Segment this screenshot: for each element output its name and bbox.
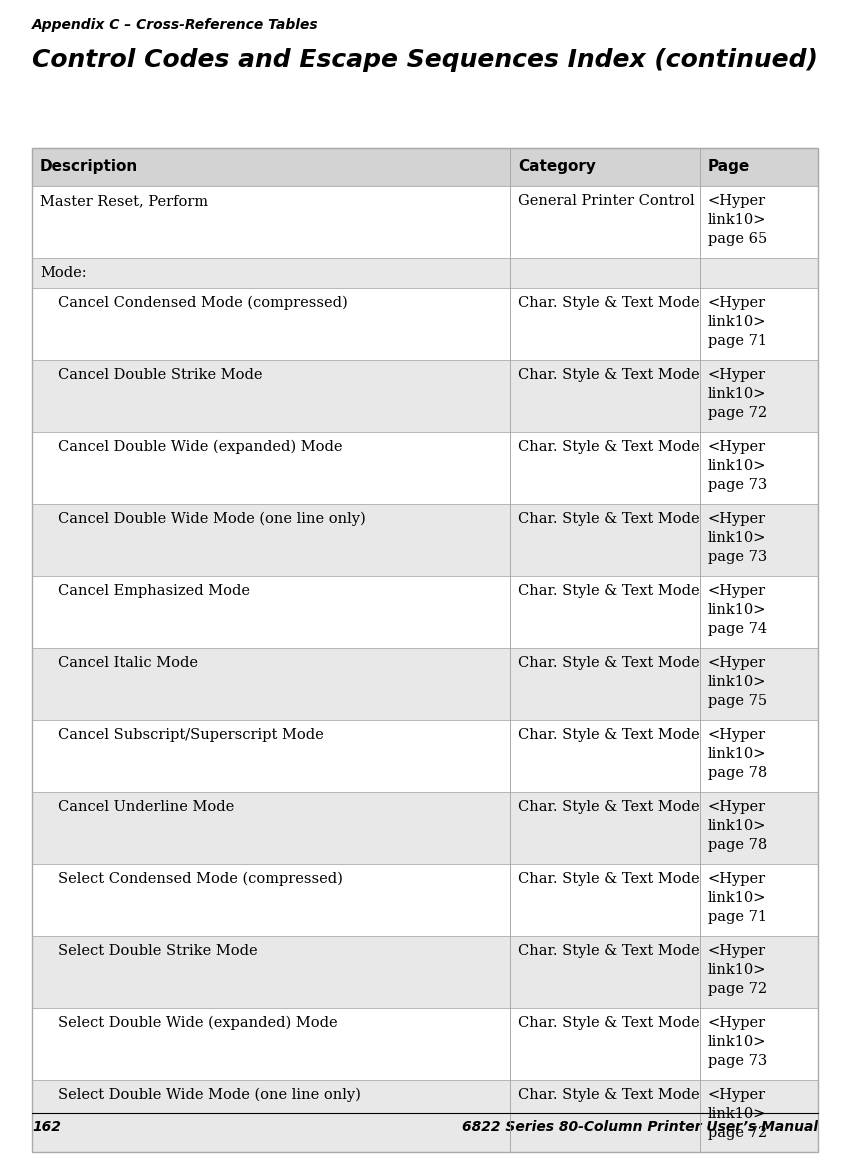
Text: Char. Style & Text Mode: Char. Style & Text Mode (518, 800, 700, 814)
Bar (32, 148, 818, 1152)
Bar (32, 504, 818, 576)
Bar (32, 257, 818, 288)
Text: Cancel Double Strike Mode: Cancel Double Strike Mode (58, 368, 263, 382)
Text: Select Double Wide Mode (one line only): Select Double Wide Mode (one line only) (58, 1088, 361, 1102)
Text: Control Codes and Escape Sequences Index (continued): Control Codes and Escape Sequences Index… (32, 48, 818, 72)
Text: Char. Style & Text Mode: Char. Style & Text Mode (518, 656, 700, 670)
Text: <Hyper
link10>
page 65: <Hyper link10> page 65 (708, 195, 768, 246)
Text: Char. Style & Text Mode: Char. Style & Text Mode (518, 440, 700, 454)
Bar (32, 792, 818, 864)
Text: Char. Style & Text Mode: Char. Style & Text Mode (518, 1016, 700, 1030)
Text: Cancel Double Wide Mode (one line only): Cancel Double Wide Mode (one line only) (58, 511, 366, 527)
Text: Select Double Wide (expanded) Mode: Select Double Wide (expanded) Mode (58, 1016, 337, 1030)
Text: Cancel Condensed Mode (compressed): Cancel Condensed Mode (compressed) (58, 296, 348, 310)
Text: Cancel Double Wide (expanded) Mode: Cancel Double Wide (expanded) Mode (58, 440, 343, 454)
Text: Char. Style & Text Mode: Char. Style & Text Mode (518, 584, 700, 598)
Bar (32, 864, 818, 935)
Bar (32, 360, 818, 432)
Bar (32, 935, 818, 1008)
Text: <Hyper
link10>
page 72: <Hyper link10> page 72 (708, 1088, 767, 1139)
Bar (32, 648, 818, 720)
Bar (32, 720, 818, 792)
Text: Char. Style & Text Mode: Char. Style & Text Mode (518, 296, 700, 310)
Text: Page: Page (708, 160, 751, 175)
Text: Description: Description (40, 160, 139, 175)
Text: <Hyper
link10>
page 78: <Hyper link10> page 78 (708, 728, 768, 779)
Text: Char. Style & Text Mode: Char. Style & Text Mode (518, 871, 700, 887)
Text: <Hyper
link10>
page 75: <Hyper link10> page 75 (708, 656, 767, 708)
Text: <Hyper
link10>
page 73: <Hyper link10> page 73 (708, 440, 768, 492)
Bar (32, 576, 818, 648)
Bar (32, 1080, 818, 1152)
Text: Cancel Italic Mode: Cancel Italic Mode (58, 656, 198, 670)
Text: <Hyper
link10>
page 73: <Hyper link10> page 73 (708, 1016, 768, 1068)
Text: Cancel Subscript/Superscript Mode: Cancel Subscript/Superscript Mode (58, 728, 324, 742)
Bar (32, 432, 818, 504)
Text: Char. Style & Text Mode: Char. Style & Text Mode (518, 944, 700, 958)
Text: <Hyper
link10>
page 71: <Hyper link10> page 71 (708, 296, 767, 348)
Text: <Hyper
link10>
page 72: <Hyper link10> page 72 (708, 944, 767, 996)
Text: 162: 162 (32, 1120, 61, 1134)
Bar (32, 1008, 818, 1080)
Text: Char. Style & Text Mode: Char. Style & Text Mode (518, 368, 700, 382)
Text: Select Condensed Mode (compressed): Select Condensed Mode (compressed) (58, 871, 343, 887)
Bar (32, 186, 818, 257)
Text: <Hyper
link10>
page 78: <Hyper link10> page 78 (708, 800, 768, 852)
Bar (32, 288, 818, 360)
Text: <Hyper
link10>
page 71: <Hyper link10> page 71 (708, 871, 767, 924)
Text: Char. Style & Text Mode: Char. Style & Text Mode (518, 728, 700, 742)
Bar (32, 148, 818, 186)
Text: Category: Category (518, 160, 596, 175)
Text: Appendix C – Cross-Reference Tables: Appendix C – Cross-Reference Tables (32, 17, 319, 31)
Text: <Hyper
link10>
page 74: <Hyper link10> page 74 (708, 584, 767, 636)
Text: <Hyper
link10>
page 72: <Hyper link10> page 72 (708, 368, 767, 419)
Text: Cancel Underline Mode: Cancel Underline Mode (58, 800, 235, 814)
Text: Char. Style & Text Mode: Char. Style & Text Mode (518, 1088, 700, 1102)
Text: Mode:: Mode: (40, 266, 87, 280)
Text: Master Reset, Perform: Master Reset, Perform (40, 195, 208, 209)
Text: General Printer Control: General Printer Control (518, 195, 694, 209)
Text: Select Double Strike Mode: Select Double Strike Mode (58, 944, 258, 958)
Text: Char. Style & Text Mode: Char. Style & Text Mode (518, 511, 700, 527)
Text: Cancel Emphasized Mode: Cancel Emphasized Mode (58, 584, 250, 598)
Text: <Hyper
link10>
page 73: <Hyper link10> page 73 (708, 511, 768, 564)
Text: 6822 Series 80-Column Printer User’s Manual: 6822 Series 80-Column Printer User’s Man… (462, 1120, 818, 1134)
